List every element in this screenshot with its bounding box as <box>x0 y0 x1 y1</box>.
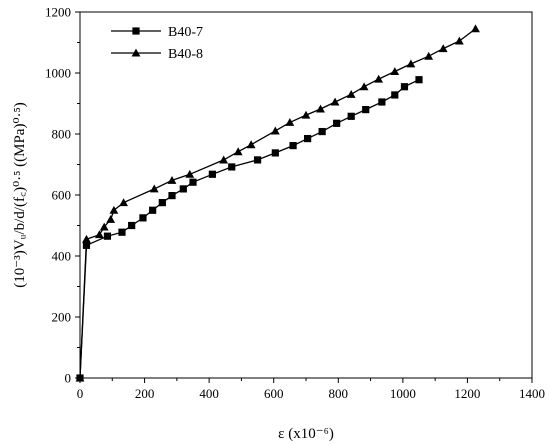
data-point <box>158 199 166 207</box>
data-point <box>285 118 295 126</box>
data-point <box>346 89 356 98</box>
data-point <box>391 91 399 99</box>
data-point <box>253 156 262 164</box>
x-tick-label: 1000 <box>390 386 416 401</box>
data-point <box>118 228 126 236</box>
data-point <box>438 44 448 53</box>
data-point <box>318 127 326 136</box>
y-tick-label: 600 <box>52 188 72 203</box>
y-axis-label: (10⁻³)Vᵤ/b/d/(f꜀)⁰·⁵ ((MPa)⁰·⁵) <box>12 102 28 287</box>
data-point <box>362 106 370 114</box>
data-point <box>179 185 187 193</box>
legend-item: B40-7 <box>111 25 203 40</box>
data-point <box>289 141 297 150</box>
data-point <box>454 36 464 45</box>
data-point <box>270 126 280 135</box>
x-tick-label: 800 <box>329 386 349 401</box>
data-point <box>219 155 229 164</box>
y-tick-label: 800 <box>52 127 72 142</box>
data-point <box>149 184 159 193</box>
legend-label: B40-8 <box>168 47 203 62</box>
data-point <box>378 98 386 106</box>
data-point <box>330 97 340 106</box>
x-tick-label: 400 <box>199 386 219 401</box>
data-point <box>168 192 176 200</box>
series-b40-8 <box>75 24 480 382</box>
legend-item: B40-8 <box>111 47 203 62</box>
y-tick-label: 200 <box>52 310 72 325</box>
data-point <box>415 76 423 84</box>
data-point <box>139 214 147 222</box>
legend: B40-7 B40-8 <box>111 25 203 62</box>
data-point <box>271 149 279 157</box>
data-point <box>424 51 434 60</box>
data-point <box>228 163 236 171</box>
data-point <box>103 232 112 240</box>
x-tick-label: 600 <box>264 386 284 401</box>
x-tick-label: 0 <box>77 386 84 401</box>
data-point <box>106 215 116 223</box>
axes: 0 200 400 600 800 1000 1200 1400 0 200 400 600 800 10… <box>12 5 545 443</box>
data-point <box>128 221 136 230</box>
data-point <box>347 112 355 120</box>
data-point <box>304 134 312 143</box>
data-point <box>82 234 91 243</box>
x-axis-label: ε (x10⁻⁶) <box>278 426 334 442</box>
data-point <box>406 59 416 68</box>
data-point <box>400 83 409 91</box>
data-point <box>359 82 369 91</box>
legend-label: B40-7 <box>168 25 203 40</box>
data-point <box>167 175 177 184</box>
x-tick-label: 200 <box>135 386 155 401</box>
y-tick-label: 1200 <box>45 5 71 20</box>
data-point <box>374 74 384 83</box>
y-tick-label: 400 <box>52 249 72 264</box>
plot-frame <box>79 11 533 379</box>
data-point <box>390 67 400 75</box>
data-point <box>208 170 216 178</box>
data-point <box>246 140 256 149</box>
data-point <box>149 206 157 214</box>
x-tick-label: 1400 <box>519 386 545 401</box>
data-point <box>185 169 195 178</box>
data-point <box>119 198 128 207</box>
data-point <box>471 24 480 33</box>
y-tick-label: 1000 <box>45 66 71 81</box>
legend-marker <box>131 48 141 57</box>
series-layer <box>75 24 480 382</box>
legend-marker <box>132 27 140 35</box>
series-b40-7 <box>76 76 423 382</box>
data-point <box>233 147 243 156</box>
data-point <box>109 205 119 214</box>
data-point <box>316 104 325 113</box>
data-point <box>301 110 311 119</box>
y-tick-label: 0 <box>65 371 72 386</box>
data-point <box>333 119 341 127</box>
data-point <box>75 373 85 382</box>
data-point <box>189 178 197 186</box>
data-point <box>94 230 104 239</box>
x-tick-label: 1200 <box>454 386 480 401</box>
data-point <box>99 222 109 231</box>
